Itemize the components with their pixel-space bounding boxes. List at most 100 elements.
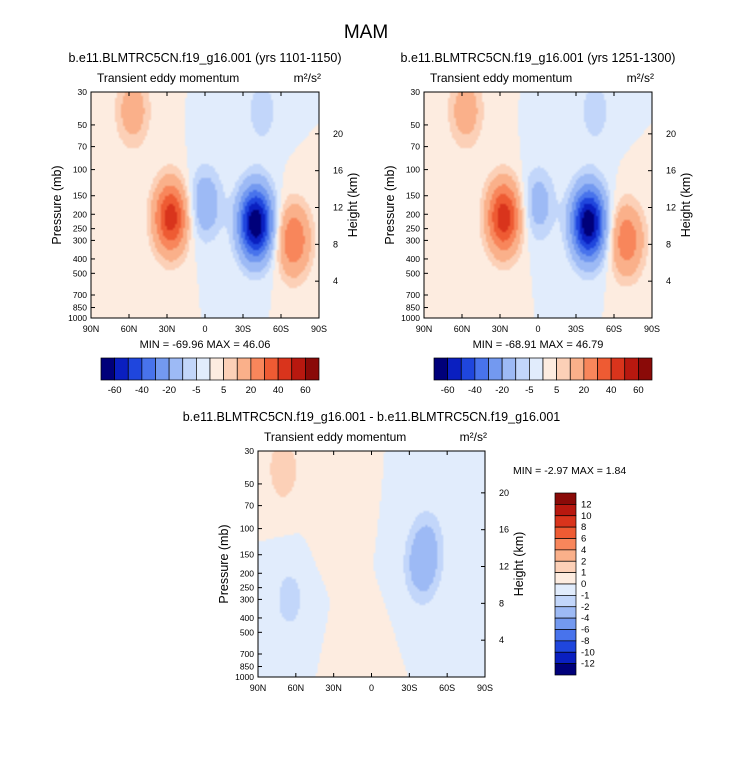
stats-label: MIN = -68.91 MAX = 46.79 bbox=[473, 339, 604, 351]
y-axis-label: Pressure (mb) bbox=[383, 165, 397, 244]
colorbar-cell bbox=[100, 357, 115, 381]
colorbar-label: -40 bbox=[468, 385, 482, 396]
y-tick-label: 400 bbox=[73, 254, 87, 264]
colorbar-cell bbox=[305, 357, 320, 381]
colorbar-cell bbox=[569, 357, 585, 381]
y-tick-label: 70 bbox=[411, 142, 421, 152]
x-tick-label: 0 bbox=[369, 683, 374, 693]
y-tick-label: 850 bbox=[406, 303, 420, 313]
colorbar-label: 20 bbox=[579, 385, 590, 396]
x-tick-label: 90S bbox=[311, 324, 327, 334]
colorbar-label: 60 bbox=[633, 385, 644, 396]
y-tick-label: 250 bbox=[73, 224, 87, 234]
colorbar-cell bbox=[554, 651, 577, 664]
colorbar-label: -8 bbox=[581, 636, 589, 647]
y-tick-label: 850 bbox=[240, 662, 254, 672]
y-tick-label: 700 bbox=[240, 649, 254, 659]
y-tick-label: 500 bbox=[73, 268, 87, 278]
y-right-tick-label: 20 bbox=[666, 129, 676, 139]
y-tick-label: 1000 bbox=[235, 672, 254, 682]
y-tick-label: 250 bbox=[406, 224, 420, 234]
y-right-axis-label: Height (km) bbox=[346, 173, 360, 238]
panel-subtitle: Transient eddy momentum bbox=[264, 430, 406, 444]
colorbar-cell bbox=[264, 357, 279, 381]
heatmap-field bbox=[258, 451, 485, 677]
y-tick-label: 70 bbox=[78, 142, 88, 152]
y-tick-label: 150 bbox=[406, 191, 420, 201]
colorbar-cell bbox=[583, 357, 598, 381]
units-label: m²/s² bbox=[627, 71, 654, 85]
panel-subtitle: Transient eddy momentum bbox=[430, 71, 572, 85]
colorbar-label: 0 bbox=[581, 579, 586, 590]
colorbar-label: 40 bbox=[273, 385, 284, 396]
colorbar-cell bbox=[501, 357, 517, 381]
colorbar-cell bbox=[554, 583, 577, 596]
colorbar-cell bbox=[554, 595, 577, 608]
colorbar-cell bbox=[624, 357, 639, 381]
y-right-tick-label: 4 bbox=[666, 276, 671, 286]
y-tick-label: 200 bbox=[73, 209, 87, 219]
colorbar-cell bbox=[554, 515, 577, 528]
heatmap-field bbox=[424, 92, 652, 318]
colorbar-label: -20 bbox=[162, 385, 176, 396]
y-tick-label: 30 bbox=[78, 87, 88, 97]
x-tick-label: 60S bbox=[439, 683, 455, 693]
colorbar-cell bbox=[141, 357, 156, 381]
y-tick-label: 300 bbox=[240, 594, 254, 604]
colorbar-cell bbox=[554, 640, 577, 653]
y-axis-label: Pressure (mb) bbox=[217, 524, 231, 603]
x-tick-label: 30S bbox=[401, 683, 417, 693]
y-tick-label: 200 bbox=[240, 568, 254, 578]
colorbar-label: 12 bbox=[581, 499, 592, 510]
x-tick-label: 60N bbox=[454, 324, 471, 334]
x-tick-label: 60N bbox=[121, 324, 138, 334]
y-tick-label: 1000 bbox=[401, 313, 420, 323]
colorbar-cell bbox=[250, 357, 265, 381]
y-right-tick-label: 16 bbox=[333, 166, 343, 176]
y-tick-label: 150 bbox=[73, 191, 87, 201]
colorbar-cell bbox=[474, 357, 489, 381]
y-tick-label: 30 bbox=[411, 87, 421, 97]
colorbar-cell bbox=[223, 357, 238, 381]
colorbar-cell bbox=[554, 492, 577, 505]
panel-title: b.e11.BLMTRC5CN.f19_g16.001 (yrs 1251-13… bbox=[401, 51, 676, 65]
colorbar-cell bbox=[433, 357, 448, 381]
y-right-tick-label: 12 bbox=[666, 203, 676, 213]
units-label: m²/s² bbox=[294, 71, 321, 85]
colorbar-cell bbox=[515, 357, 530, 381]
stats-label: MIN = -2.97 MAX = 1.84 bbox=[513, 465, 626, 477]
y-right-tick-label: 20 bbox=[499, 488, 509, 498]
colorbar-label: -1 bbox=[581, 590, 589, 601]
colorbar-label: -5 bbox=[525, 385, 533, 396]
colorbar-main: -60 -40 -20 -5 5 20 40 60 bbox=[433, 357, 653, 396]
colorbar-cell bbox=[488, 357, 503, 381]
units-label: m²/s² bbox=[460, 430, 487, 444]
colorbar-cell bbox=[597, 357, 612, 381]
y-tick-label: 300 bbox=[73, 235, 87, 245]
colorbar-label: -40 bbox=[135, 385, 149, 396]
colorbar-label: 1 bbox=[581, 568, 586, 579]
x-tick-label: 30S bbox=[568, 324, 584, 334]
panel-title: b.e11.BLMTRC5CN.f19_g16.001 - b.e11.BLMT… bbox=[183, 410, 561, 424]
colorbar-cell bbox=[182, 357, 197, 381]
y-tick-label: 100 bbox=[406, 165, 420, 175]
colorbar-cell bbox=[155, 357, 170, 381]
y-right-tick-label: 8 bbox=[499, 598, 504, 608]
colorbar-cell bbox=[638, 357, 653, 381]
x-tick-label: 90N bbox=[416, 324, 433, 334]
stats-label: MIN = -69.96 MAX = 46.06 bbox=[140, 339, 271, 351]
colorbar-cell bbox=[168, 357, 184, 381]
y-tick-label: 30 bbox=[245, 446, 255, 456]
y-right-tick-label: 4 bbox=[333, 276, 338, 286]
colorbar-cell bbox=[554, 617, 577, 630]
colorbar-cell bbox=[209, 357, 224, 381]
colorbar-label: -60 bbox=[108, 385, 122, 396]
x-tick-label: 60N bbox=[288, 683, 305, 693]
y-right-tick-label: 8 bbox=[333, 239, 338, 249]
y-tick-label: 100 bbox=[73, 165, 87, 175]
y-tick-label: 400 bbox=[406, 254, 420, 264]
colorbar-cell bbox=[554, 560, 577, 573]
colorbar-label: 5 bbox=[221, 385, 226, 396]
colorbar-label: -6 bbox=[581, 625, 589, 636]
